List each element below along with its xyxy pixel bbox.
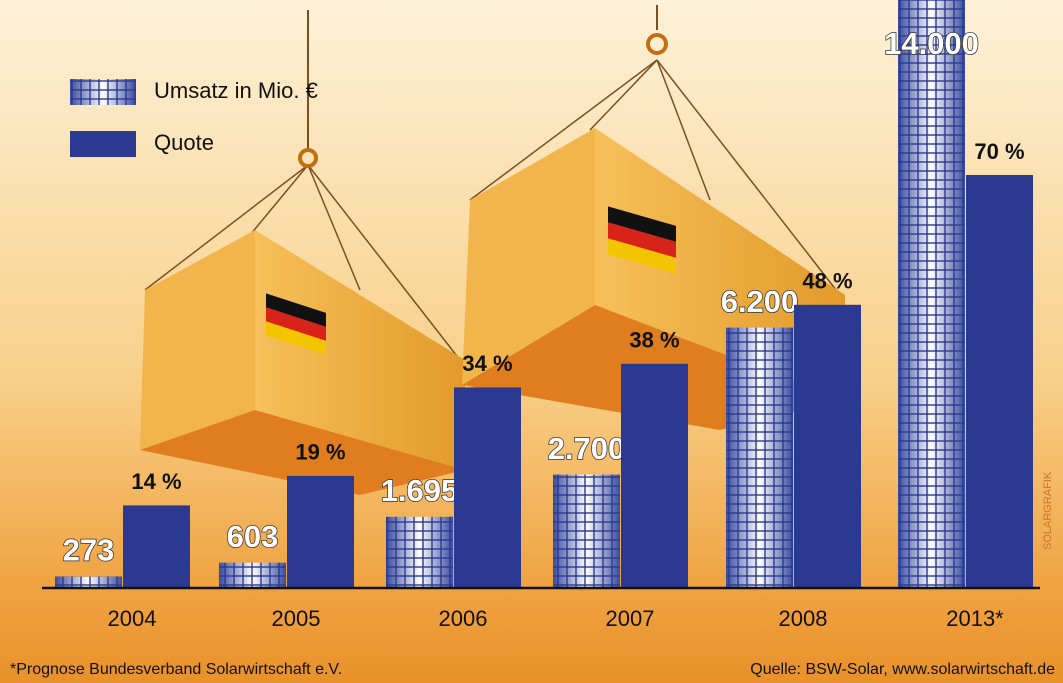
value-label: 2.700: [548, 431, 626, 466]
revenue-bar-grid: [898, 0, 965, 588]
chart: Umsatz in Mio. € Quote 273 603 1.695 2.700 6.…: [0, 0, 1063, 683]
x-tick-label: 2008: [779, 606, 828, 631]
quote-bar: [794, 305, 861, 588]
x-tick-label: 2013*: [946, 606, 1004, 631]
value-label: 6.200: [721, 284, 799, 319]
revenue-bar: [55, 577, 122, 588]
revenue-bar-grid: [70, 79, 136, 105]
quote-bar: [287, 476, 354, 588]
x-tick-label: 2006: [439, 606, 488, 631]
revenue-bar: [898, 0, 965, 588]
revenue-bar-grid: [386, 517, 453, 588]
legend-label: Quote: [154, 130, 214, 155]
revenue-bar: [219, 563, 286, 588]
legend-label: Umsatz in Mio. €: [154, 78, 318, 103]
quote-bar: [123, 505, 190, 588]
value-label: 70 %: [974, 139, 1024, 164]
value-label: 48 %: [802, 269, 852, 294]
value-label: 19 %: [295, 440, 345, 465]
value-label: 38 %: [629, 328, 679, 353]
value-label: 1.695: [381, 473, 459, 508]
quote-bar: [966, 175, 1033, 588]
x-tick-label: 2004: [108, 606, 157, 631]
revenue-bar: [386, 517, 453, 588]
quote-bar: [454, 387, 521, 588]
revenue-bar: [70, 79, 136, 105]
revenue-bar-grid: [553, 475, 620, 588]
revenue-bar-grid: [726, 328, 793, 588]
value-label: 34 %: [462, 351, 512, 376]
credit: SOLARGRAFIK: [1042, 471, 1054, 550]
legend-swatch: [70, 131, 136, 157]
value-label: 14.000: [884, 26, 979, 61]
revenue-bar-grid: [55, 577, 122, 588]
revenue-bar: [553, 475, 620, 588]
value-label: 603: [227, 519, 279, 554]
source: Quelle: BSW-Solar, www.solarwirtschaft.d…: [750, 661, 1055, 678]
revenue-bar: [726, 328, 793, 588]
value-label: 273: [63, 533, 115, 568]
value-label: 14 %: [131, 469, 181, 494]
x-tick-label: 2005: [272, 606, 321, 631]
revenue-bar-grid: [219, 563, 286, 588]
quote-bar: [621, 364, 688, 588]
x-tick-label: 2007: [606, 606, 655, 631]
footnote: *Prognose Bundesverband Solarwirtschaft …: [10, 661, 342, 678]
